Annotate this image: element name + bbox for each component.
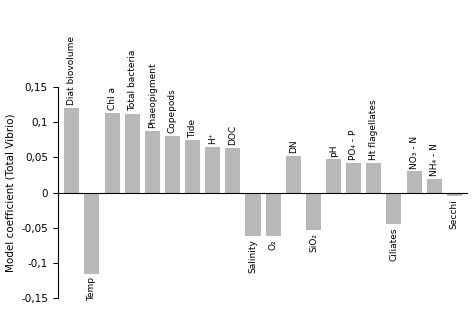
Bar (346, 163, 361, 193)
Text: Phaeopigment: Phaeopigment (148, 62, 157, 128)
Text: DOC: DOC (228, 125, 237, 145)
Text: Total bacteria: Total bacteria (128, 49, 137, 111)
Bar (286, 156, 301, 193)
Bar (145, 131, 160, 193)
Text: Tide: Tide (188, 118, 197, 138)
Bar (407, 171, 422, 193)
Text: Diat biovolume: Diat biovolume (67, 36, 76, 105)
Text: Copepods: Copepods (168, 89, 177, 133)
Bar (225, 148, 240, 193)
Text: PO₄ - P: PO₄ - P (349, 130, 358, 160)
Bar (386, 193, 401, 224)
Text: Salinity: Salinity (248, 239, 257, 273)
Text: Ht flagellates: Ht flagellates (369, 100, 378, 160)
Bar (306, 193, 321, 230)
Text: O₂: O₂ (269, 239, 278, 250)
Text: NO₃ - N: NO₃ - N (410, 135, 419, 169)
Text: SiO₂: SiO₂ (309, 233, 318, 252)
Bar (447, 193, 462, 196)
Bar (366, 163, 382, 193)
Bar (265, 193, 281, 236)
Bar (165, 136, 180, 193)
Text: NH₄ - N: NH₄ - N (430, 144, 439, 176)
Text: Ciliates: Ciliates (390, 227, 399, 261)
Y-axis label: Model coefficient (Total Vibrio): Model coefficient (Total Vibrio) (6, 113, 16, 272)
Bar (185, 140, 200, 193)
Bar (246, 193, 261, 236)
Bar (125, 113, 140, 193)
Bar (84, 193, 100, 274)
Bar (326, 159, 341, 193)
Text: H⁺: H⁺ (208, 132, 217, 144)
Text: pH: pH (329, 144, 338, 157)
Text: Chl a: Chl a (108, 87, 117, 110)
Bar (205, 147, 220, 193)
Bar (105, 113, 119, 193)
Bar (427, 179, 442, 193)
Text: DN: DN (289, 140, 298, 153)
Text: Secchi: Secchi (450, 199, 459, 229)
Text: Temp: Temp (87, 277, 96, 301)
Bar (64, 108, 79, 193)
